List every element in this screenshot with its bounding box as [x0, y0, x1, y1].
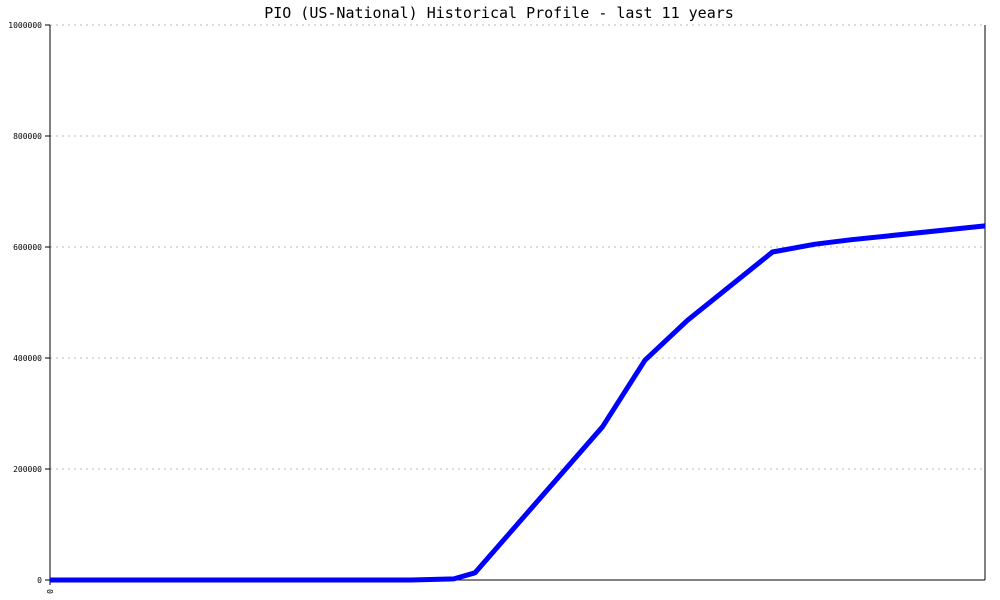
- y-tick-label: 600000: [13, 243, 42, 252]
- x-tick-label: 0: [46, 589, 55, 594]
- y-tick-label: 0: [37, 576, 42, 585]
- y-tick-label: 800000: [13, 132, 42, 141]
- y-tick-label: 200000: [13, 465, 42, 474]
- series-line: [50, 223, 986, 583]
- chart-title: PIO (US-National) Historical Profile - l…: [264, 4, 734, 22]
- y-tick-label: 1000000: [8, 21, 42, 30]
- y-tick-label: 400000: [13, 354, 42, 363]
